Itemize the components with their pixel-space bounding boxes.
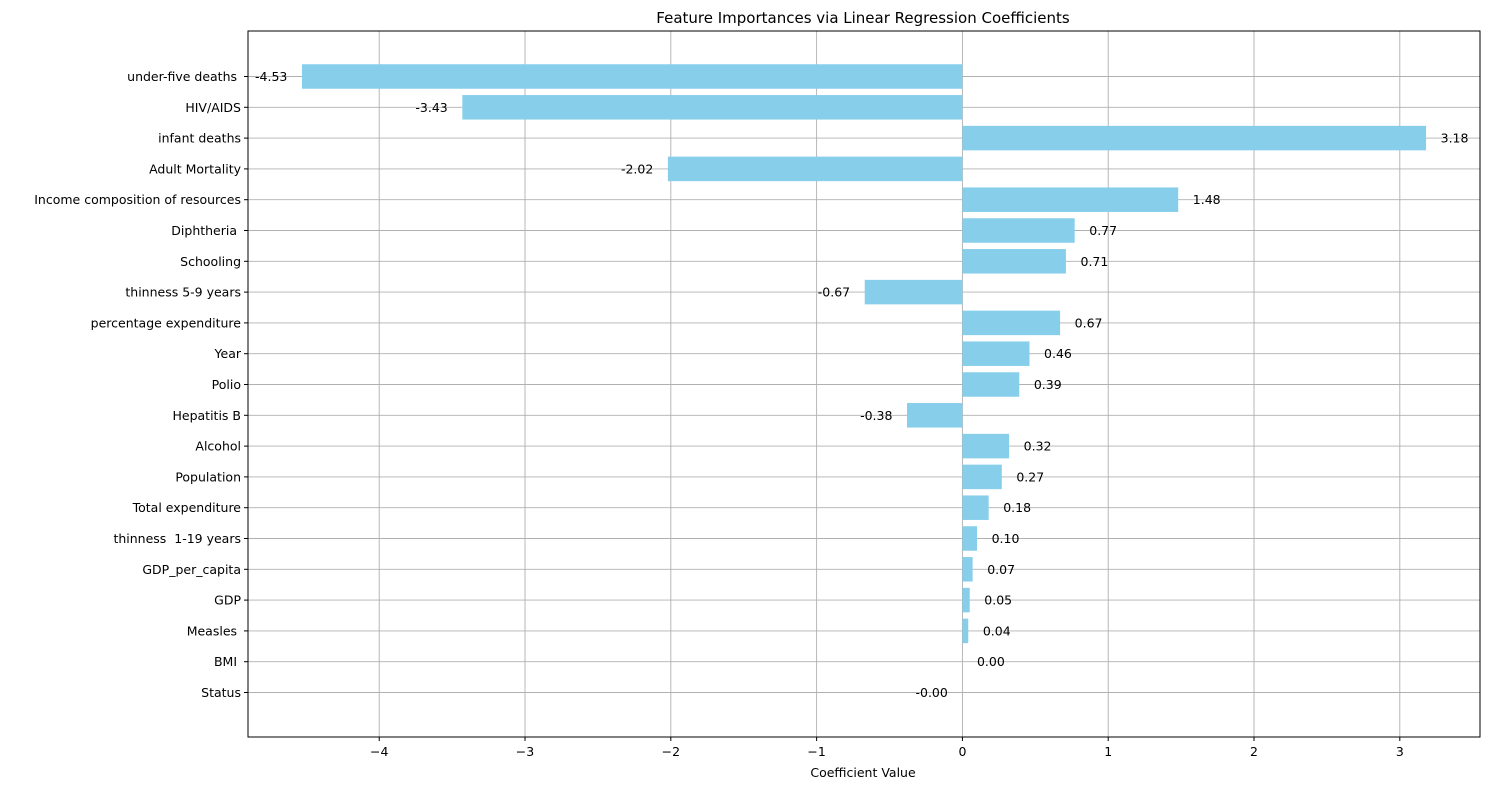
x-tick-label: −4 [370, 744, 388, 759]
bar [962, 218, 1075, 243]
y-tick-label: thinness 1-19 years [109, 531, 241, 546]
y-tick-label: Population [175, 469, 241, 484]
bar [962, 187, 1179, 212]
y-tick-label: GDP_per_capita [142, 562, 241, 577]
bar [962, 372, 1020, 397]
bar [462, 95, 963, 120]
bar [962, 618, 969, 644]
bar-value-label: -4.53 [255, 69, 287, 84]
bar-value-label: 0.27 [1016, 469, 1044, 484]
y-tick-label: Hepatitis B [173, 408, 242, 423]
bar-value-label: 0.46 [1044, 346, 1072, 361]
y-tick-label: Income composition of resources [34, 192, 241, 207]
bar [301, 64, 963, 89]
y-tick-label: Polio [212, 377, 241, 392]
y-tick-label: Schooling [180, 254, 241, 269]
plot-frame [247, 30, 1481, 738]
y-axis-ticks: under-five deaths HIV/AIDS infant deaths A… [34, 69, 248, 700]
y-tick-label: under-five deaths [127, 69, 241, 84]
bar-value-label: -0.00 [915, 685, 947, 700]
y-tick-label: BMI [210, 654, 241, 669]
bar [962, 310, 1061, 336]
y-tick-label: Total expenditure [132, 500, 242, 515]
x-tick-label: 1 [1104, 744, 1112, 759]
chart-title: Feature Importances via Linear Regressio… [656, 9, 1070, 27]
bar [864, 279, 963, 305]
x-tick-label: −2 [662, 744, 680, 759]
x-tick-label: 2 [1250, 744, 1258, 759]
y-tick-label: Measles [187, 623, 241, 638]
y-tick-label: Status [201, 685, 241, 700]
bar-value-label: -0.38 [860, 408, 892, 423]
bar-value-label: 0.05 [984, 593, 1012, 608]
y-tick-label: percentage expenditure [91, 315, 242, 330]
bar-value-label: 3.18 [1441, 131, 1469, 146]
bar [962, 125, 1427, 151]
bar-value-label: 1.48 [1193, 192, 1221, 207]
x-axis-ticks: −4 −3 −2 −1 0 1 2 3 [370, 737, 1404, 759]
bar [962, 526, 977, 551]
bar [962, 464, 1002, 490]
bar-value-label: 0.32 [1024, 439, 1052, 454]
bar-value-label: 0.00 [977, 654, 1005, 669]
x-tick-label: 0 [958, 744, 966, 759]
bar-value-label: 0.77 [1089, 223, 1117, 238]
bar [962, 557, 973, 582]
bar [962, 495, 989, 520]
value-labels: -4.53 -3.43 3.18 -2.02 1.48 0.77 0.71 -0.67 0.67… [255, 69, 1468, 700]
y-tick-label: Year [214, 346, 242, 361]
bar [667, 156, 963, 182]
y-tick-label: GDP [214, 593, 241, 608]
bar-value-label: 0.67 [1075, 315, 1103, 330]
bar-value-label: -0.67 [818, 285, 850, 300]
bar-value-label: 0.07 [987, 562, 1015, 577]
bar-value-label: 0.71 [1081, 254, 1109, 269]
bar [962, 433, 1010, 459]
x-tick-label: 3 [1396, 744, 1404, 759]
bar [907, 403, 963, 428]
bar [962, 587, 970, 613]
x-tick-label: −1 [807, 744, 825, 759]
bar-value-label: 0.10 [992, 531, 1020, 546]
y-tick-label: infant deaths [158, 131, 241, 146]
x-axis-label: Coefficient Value [810, 765, 916, 780]
bar [962, 249, 1066, 274]
bar-value-label: 0.18 [1003, 500, 1031, 515]
y-tick-label: Alcohol [195, 439, 241, 454]
y-tick-label: HIV/AIDS [181, 100, 241, 115]
bar [962, 341, 1030, 366]
x-tick-label: −3 [516, 744, 534, 759]
y-tick-label: Diphtheria [171, 223, 241, 238]
bar-value-label: -2.02 [621, 161, 653, 176]
bar-value-label: -3.43 [415, 100, 447, 115]
bar-value-label: 0.39 [1034, 377, 1062, 392]
bars [301, 64, 1427, 644]
y-tick-label: thinness 5-9 years [121, 285, 241, 300]
y-tick-label: Adult Mortality [149, 161, 242, 176]
bar-value-label: 0.04 [983, 623, 1011, 638]
